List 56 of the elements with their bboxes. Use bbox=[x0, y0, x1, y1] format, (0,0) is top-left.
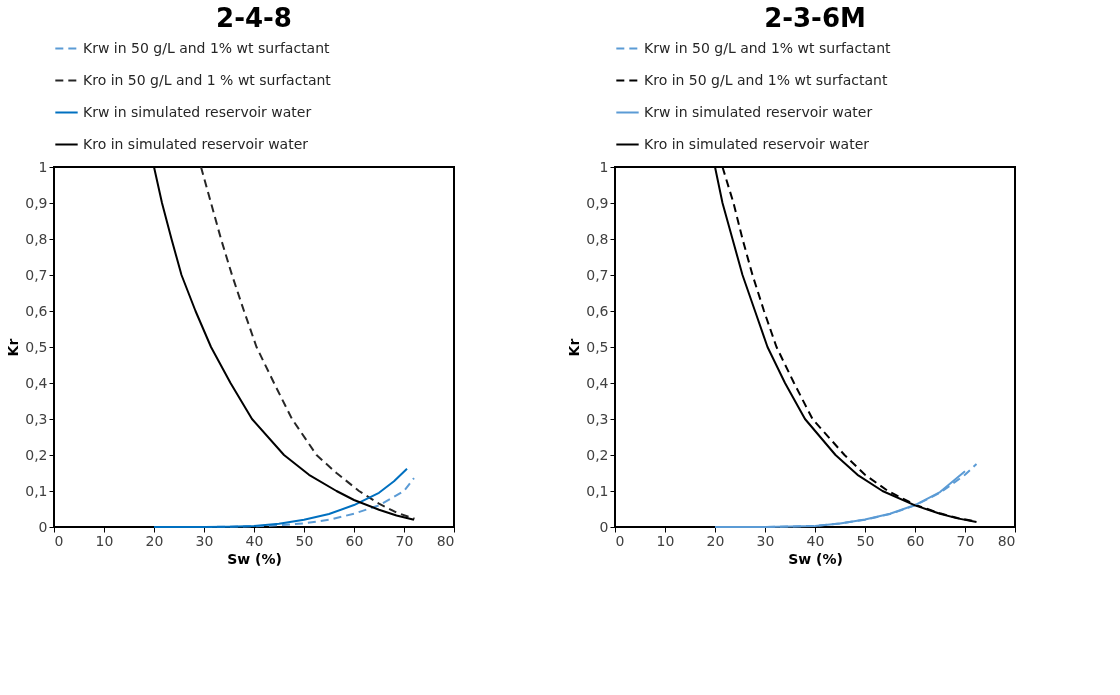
y-axis-title: Kr bbox=[566, 338, 583, 357]
x-tick-label: 0 bbox=[615, 532, 625, 549]
x-tick-label: 70 bbox=[956, 532, 975, 549]
x-axis-title: Sw (%) bbox=[227, 550, 282, 567]
legend-label: Krw in simulated reservoir water bbox=[644, 103, 873, 120]
x-tick-label: 50 bbox=[295, 532, 314, 549]
x-tick-label: 40 bbox=[806, 532, 825, 549]
y-tick-label: 0,5 bbox=[586, 338, 609, 355]
legend-label: Kro in simulated reservoir water bbox=[83, 135, 309, 152]
x-tick-label: 80 bbox=[997, 532, 1016, 549]
legend-label: Krw in 50 g/L and 1% wt surfactant bbox=[644, 39, 892, 56]
y-tick-label: 0,3 bbox=[25, 410, 48, 427]
x-axis-title: Sw (%) bbox=[788, 550, 843, 567]
x-tick-label: 40 bbox=[245, 532, 264, 549]
x-tick-label: 50 bbox=[856, 532, 875, 549]
x-tick-label: 60 bbox=[345, 532, 364, 549]
x-tick-label: 30 bbox=[756, 532, 775, 549]
legend-label: Krw in simulated reservoir water bbox=[83, 103, 312, 120]
y-tick-label: 0 bbox=[599, 518, 609, 535]
line-series bbox=[153, 467, 408, 528]
chart-title: 2-4-8 bbox=[216, 3, 292, 33]
x-tick-label: 20 bbox=[706, 532, 725, 549]
y-tick-label: 0,2 bbox=[586, 446, 609, 463]
x-tick-label: 10 bbox=[656, 532, 675, 549]
chart-title: 2-3-6M bbox=[764, 3, 866, 33]
x-tick-label: 80 bbox=[436, 532, 455, 549]
line-series bbox=[200, 166, 416, 520]
x-tick-label: 10 bbox=[95, 532, 114, 549]
y-tick-label: 1 bbox=[599, 158, 609, 175]
y-tick-label: 0,4 bbox=[586, 374, 609, 391]
y-tick-label: 0,7 bbox=[25, 266, 48, 283]
x-tick-label: 70 bbox=[395, 532, 414, 549]
x-tick-label: 20 bbox=[145, 532, 164, 549]
y-tick-label: 0,9 bbox=[586, 194, 609, 211]
y-tick-label: 0,4 bbox=[25, 374, 48, 391]
legend-label: Kro in 50 g/L and 1% wt surfactant bbox=[644, 71, 888, 88]
y-tick-label: 0,1 bbox=[25, 482, 48, 499]
x-tick-label: 30 bbox=[195, 532, 214, 549]
y-tick-label: 0,6 bbox=[25, 302, 48, 319]
y-tick-label: 0,8 bbox=[25, 230, 48, 247]
y-tick-label: 0,2 bbox=[25, 446, 48, 463]
y-tick-label: 0,5 bbox=[25, 338, 48, 355]
x-tick-label: 0 bbox=[54, 532, 64, 549]
y-tick-label: 0,3 bbox=[586, 410, 609, 427]
y-tick-label: 0,6 bbox=[586, 302, 609, 319]
y-tick-label: 0 bbox=[38, 518, 48, 535]
y-tick-label: 1 bbox=[38, 158, 48, 175]
y-tick-label: 0,8 bbox=[586, 230, 609, 247]
y-tick-label: 0,1 bbox=[586, 482, 609, 499]
legend-label: Kro in 50 g/L and 1 % wt surfactant bbox=[83, 71, 332, 88]
legend-label: Kro in simulated reservoir water bbox=[644, 135, 870, 152]
legend-label: Krw in 50 g/L and 1% wt surfactant bbox=[83, 39, 331, 56]
y-axis-title: Kr bbox=[5, 338, 22, 357]
y-tick-label: 0,7 bbox=[586, 266, 609, 283]
y-tick-label: 0,9 bbox=[25, 194, 48, 211]
x-tick-label: 60 bbox=[906, 532, 925, 549]
